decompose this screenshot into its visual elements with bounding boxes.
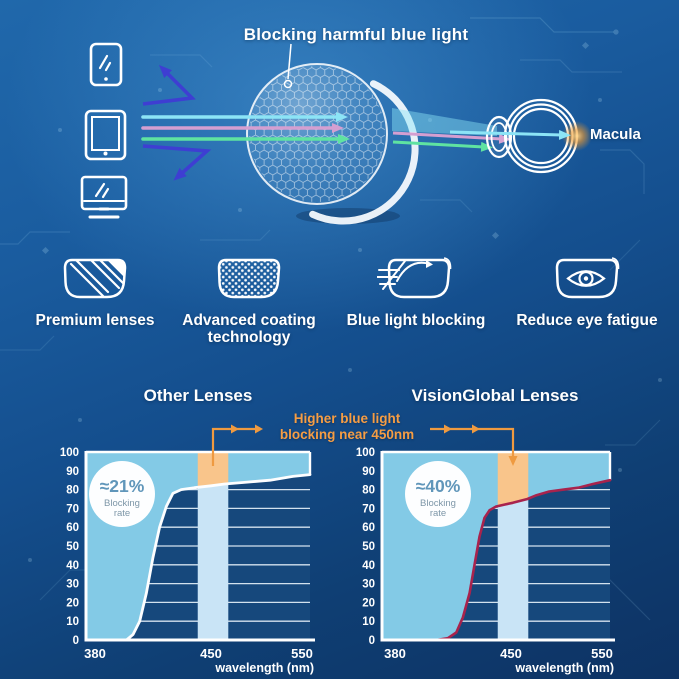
transmitted-green-ray: [392, 140, 493, 152]
svg-text:rate: rate: [114, 508, 130, 519]
reflected-blue-rays: [142, 64, 212, 181]
svg-text:90: 90: [362, 466, 375, 478]
svg-text:80: 80: [66, 485, 79, 497]
svg-text:0: 0: [73, 635, 79, 647]
svg-text:10: 10: [362, 616, 375, 628]
svg-text:wavelength (nm): wavelength (nm): [514, 661, 614, 675]
lens-honeycomb-coating: [249, 66, 385, 202]
tablet-icon: [84, 109, 127, 161]
monitor-icon: [80, 175, 128, 219]
svg-text:wavelength (nm): wavelength (nm): [214, 661, 314, 675]
headline-leader-line: [283, 43, 293, 89]
svg-text:80: 80: [362, 485, 375, 497]
higher-blocking-annotation: Higher blue light blocking near 450nm: [272, 411, 422, 444]
svg-text:50: 50: [66, 541, 79, 553]
svg-text:50: 50: [362, 541, 375, 553]
smartphone-icon: [89, 42, 123, 87]
blue-ray-to-macula: [449, 129, 571, 140]
svg-text:20: 20: [66, 597, 79, 609]
svg-text:550: 550: [591, 646, 613, 661]
lens-rim: [309, 80, 419, 225]
feature-label: Premium lenses: [35, 312, 155, 329]
chart-title-other-lenses: Other Lenses: [143, 386, 253, 405]
feature-label: Blue light blocking: [346, 312, 486, 329]
macula-glow: [562, 121, 592, 151]
feature-label: Reduce eye fatigue: [516, 312, 658, 329]
feature-premium-lenses: Premium lenses: [20, 256, 170, 329]
ray-blocking-lens-icon: [377, 257, 452, 299]
transmission-curve: [435, 478, 612, 642]
svg-text:380: 380: [384, 646, 406, 661]
honeycomb-lens-icon: [217, 258, 281, 299]
blocking-rate-badge: [89, 461, 155, 527]
svg-text:Blocking: Blocking: [104, 498, 140, 509]
svg-text:≈40%: ≈40%: [416, 476, 461, 496]
svg-text:rate: rate: [430, 508, 446, 519]
annotation-line1: Higher blue light: [293, 411, 401, 426]
headline: Blocking harmful blue light: [243, 25, 469, 44]
svg-text:40: 40: [362, 560, 375, 572]
transmission-curve: [125, 473, 312, 642]
svg-text:550: 550: [291, 646, 313, 661]
extra-blocking-orange: [197, 452, 229, 488]
svg-text:90: 90: [66, 466, 79, 478]
svg-text:20: 20: [362, 597, 375, 609]
feature-label: Advanced coating technology: [182, 312, 316, 347]
macula-label: Macula: [590, 126, 641, 143]
incoming-light-rays: [141, 112, 350, 144]
svg-text:40: 40: [66, 560, 79, 572]
transmitted-pink-ray: [392, 131, 511, 144]
svg-text:60: 60: [66, 522, 79, 534]
feature-reduce-eye-fatigue: Reduce eye fatigue: [502, 256, 672, 329]
svg-text:30: 30: [66, 579, 79, 591]
svg-text:100: 100: [60, 447, 79, 459]
svg-text:380: 380: [84, 646, 106, 661]
feature-advanced-coating: Advanced coating technology: [174, 256, 324, 347]
svg-text:450: 450: [200, 646, 222, 661]
svg-text:70: 70: [362, 503, 375, 515]
blue-light-diagram: [80, 42, 592, 225]
striped-lens-icon: [63, 258, 127, 299]
svg-text:450: 450: [500, 646, 522, 661]
chart-title-visionglobal-lenses: VisionGlobal Lenses: [411, 386, 579, 405]
svg-text:30: 30: [362, 579, 375, 591]
extra-blocking-orange: [497, 452, 529, 507]
annotation-line2: blocking near 450nm: [279, 427, 415, 443]
eye-lens-icon: [555, 257, 620, 299]
svg-text:≈21%: ≈21%: [100, 476, 145, 496]
blocking-rate-badge: [405, 461, 471, 527]
transmitted-beam: [392, 108, 497, 136]
svg-text:60: 60: [362, 522, 375, 534]
svg-text:100: 100: [356, 447, 375, 459]
svg-text:Blocking: Blocking: [420, 498, 456, 509]
svg-text:70: 70: [66, 503, 79, 515]
svg-text:0: 0: [369, 635, 375, 647]
feature-blue-light-blocking: Blue light blocking: [336, 256, 496, 329]
svg-text:10: 10: [66, 616, 79, 628]
